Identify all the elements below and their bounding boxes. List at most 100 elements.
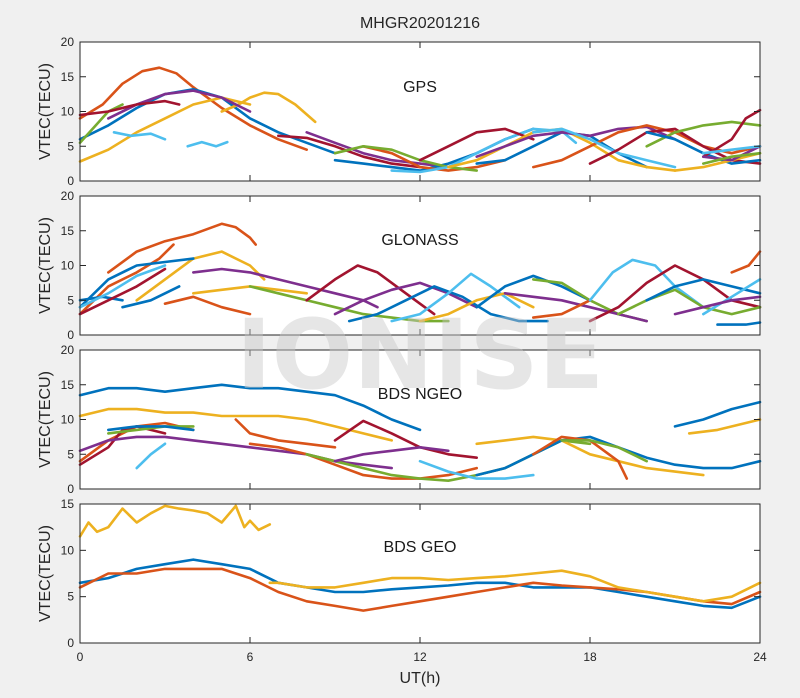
panel-label: GPS [403, 79, 437, 96]
y-tick-label: 10 [61, 543, 75, 557]
y-tick-label: 10 [61, 105, 75, 119]
series-line-9 [333, 419, 478, 459]
plot-area [80, 350, 760, 489]
series-line-3 [220, 91, 317, 124]
panel-gps: 0 5 10 15 20 VTEC(TECU) GPS [37, 35, 762, 188]
x-tick-label: 6 [247, 650, 254, 664]
panel-bds-ngeo: 0 5 10 15 20 VTEC(TECU) BDS NGEO [37, 343, 762, 496]
series-line-10 [305, 131, 450, 169]
series-line-1 [78, 558, 762, 610]
watermark: IONISE [236, 299, 604, 411]
series-line-18 [673, 400, 762, 428]
plot-area [80, 196, 760, 335]
series-line-12 [333, 446, 450, 463]
series-line-10 [248, 442, 478, 480]
y-tick-label: 0 [67, 636, 74, 650]
panel-glonass: 0 5 10 15 20 VTEC(TECU) GLONASS [37, 189, 762, 342]
series-line-8 [121, 285, 181, 309]
y-axis-label: VTEC(TECU) [37, 525, 54, 622]
series-line-25 [730, 250, 762, 274]
figure-title: MHGR20201216 [360, 15, 480, 32]
plot-area [80, 504, 760, 643]
series-line-8 [234, 418, 337, 449]
series-group [78, 222, 762, 326]
y-tick-label: 5 [67, 139, 74, 153]
series-line-5 [107, 425, 195, 432]
series-line-0 [78, 504, 272, 538]
y-axis-label: VTEC(TECU) [37, 371, 54, 468]
series-line-1 [78, 243, 175, 316]
series-line-17 [560, 439, 648, 463]
series-line-17 [475, 274, 592, 309]
series-line-15 [390, 272, 521, 323]
x-tick-label: 0 [77, 650, 84, 664]
series-line-3 [78, 257, 195, 309]
series-line-2 [135, 250, 266, 302]
series-line-6 [78, 99, 181, 117]
x-tick-label: 18 [583, 650, 597, 664]
series-line-5 [78, 264, 167, 309]
y-tick-label: 15 [61, 378, 75, 392]
y-tick-label: 20 [61, 35, 75, 49]
y-tick-label: 5 [67, 447, 74, 461]
y-tick-label: 15 [61, 224, 75, 238]
x-tick-label: 24 [753, 650, 767, 664]
series-line-0 [107, 222, 257, 274]
y-axis-label: VTEC(TECU) [37, 217, 54, 314]
series-line-11 [248, 285, 450, 323]
series-line-16 [418, 292, 535, 323]
series-line-6 [78, 267, 167, 316]
series-line-19 [687, 418, 762, 435]
y-tick-label: 10 [61, 413, 75, 427]
plot-area [80, 42, 760, 181]
series-line-13 [333, 145, 478, 172]
series-line-9 [277, 134, 422, 169]
x-axis-label: UT(h) [400, 670, 441, 687]
series-line-7 [135, 442, 167, 470]
series-line-27 [702, 151, 762, 165]
series-line-7 [112, 131, 167, 141]
y-tick-label: 15 [61, 70, 75, 84]
y-tick-label: 0 [67, 482, 74, 496]
series-line-3 [268, 569, 762, 603]
y-tick-label: 10 [61, 259, 75, 273]
series-line-28 [673, 295, 762, 316]
series-line-24 [645, 278, 762, 302]
y-tick-label: 20 [61, 189, 75, 203]
y-tick-label: 5 [67, 293, 74, 307]
series-line-0 [78, 383, 422, 432]
panel-label: BDS GEO [384, 539, 457, 556]
series-group [78, 504, 762, 612]
series-line-9 [163, 295, 252, 316]
y-tick-label: 5 [67, 590, 74, 604]
series-line-1 [78, 407, 393, 442]
series-line-13 [418, 459, 535, 480]
series-line-15 [418, 127, 535, 162]
series-group [78, 383, 762, 482]
series-group [78, 66, 762, 174]
series-line-27 [716, 321, 762, 326]
y-tick-label: 0 [67, 328, 74, 342]
series-line-8 [186, 140, 229, 148]
y-tick-label: 0 [67, 174, 74, 188]
y-tick-label: 20 [61, 343, 75, 357]
x-tick-label: 12 [413, 650, 427, 664]
series-line-20 [532, 127, 677, 169]
series-line-25 [702, 108, 762, 158]
series-line-20 [532, 299, 592, 319]
series-line-23 [617, 288, 762, 316]
panel-label: GLONASS [381, 232, 458, 249]
y-axis-label: VTEC(TECU) [37, 63, 54, 160]
series-line-26 [702, 145, 762, 162]
panel-label: BDS NGEO [378, 386, 462, 403]
series-line-4 [107, 425, 195, 435]
series-line-0 [78, 66, 308, 151]
series-line-7 [192, 267, 379, 309]
y-tick-label: 15 [61, 497, 75, 511]
panel-bds-geo: 0 6 12 18 24 0 5 10 15 VTEC(TECU) BDS GEO UT(h) [37, 497, 767, 687]
series-line-19 [503, 292, 648, 323]
series-line-14 [475, 435, 705, 477]
series-line-21 [588, 258, 705, 309]
panels: 0 5 10 15 20 VTEC(TECU) GPS 0 5 10 15 20 VTEC(TECU) G… [37, 35, 767, 687]
